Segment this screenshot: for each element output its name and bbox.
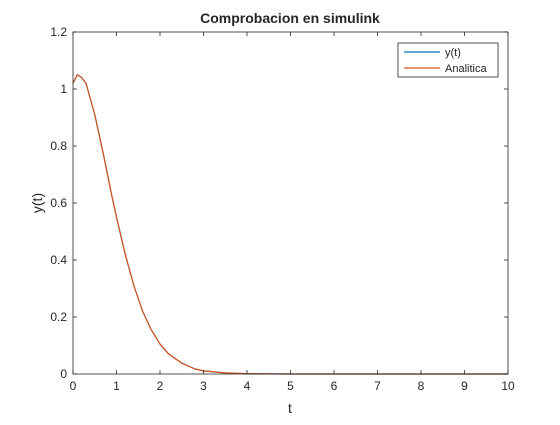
y-tick-label: 0.6 xyxy=(50,196,67,210)
legend-label-yt: y(t) xyxy=(445,47,461,59)
y-tick-label: 0.2 xyxy=(50,310,67,324)
x-tick-label: 10 xyxy=(501,379,515,393)
legend-box xyxy=(397,42,499,78)
x-tick-label: 0 xyxy=(70,379,77,393)
x-tick-label: 6 xyxy=(331,379,338,393)
chart-title: Comprobacion en simulink xyxy=(200,10,380,26)
x-tick-label: 8 xyxy=(418,379,425,393)
x-tick-label: 3 xyxy=(200,379,207,393)
plot-area xyxy=(73,32,508,374)
y-tick-label: 0.4 xyxy=(50,253,67,267)
y-tick-label: 1.2 xyxy=(50,25,67,39)
y-tick-label: 0 xyxy=(60,367,67,381)
x-axis-label: t xyxy=(288,400,292,416)
x-tick-label: 2 xyxy=(157,379,164,393)
y-tick-label: 1 xyxy=(60,82,67,96)
y-axis-label: y(t) xyxy=(29,193,45,213)
x-axis-ticks: 0 1 2 3 4 5 6 7 8 9 10 xyxy=(70,32,515,393)
y-axis-ticks: 0 0.2 0.4 0.6 0.8 1 1.2 xyxy=(50,25,508,381)
legend-label-analitica: Analitica xyxy=(445,63,487,75)
y-tick-label: 0.8 xyxy=(50,139,67,153)
x-tick-label: 9 xyxy=(461,379,468,393)
x-tick-label: 7 xyxy=(374,379,381,393)
legend: y(t) Analitica xyxy=(397,42,499,78)
x-tick-label: 4 xyxy=(244,379,251,393)
x-tick-label: 5 xyxy=(287,379,294,393)
x-tick-label: 1 xyxy=(113,379,120,393)
